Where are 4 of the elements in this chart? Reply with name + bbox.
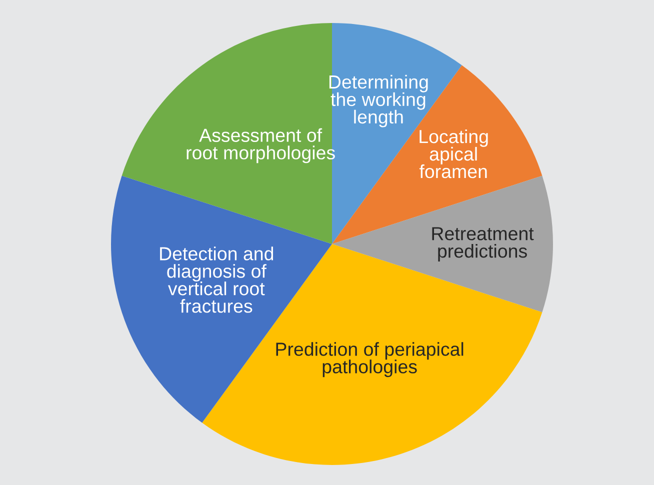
slice-label: Detection and diagnosis of vertical root fractures [160, 246, 274, 313]
slice-label: Locating apical foramen [419, 129, 488, 178]
slice-label: Prediction of periapical pathologies [276, 342, 464, 378]
slice-label: Retreatment predictions [432, 227, 534, 262]
